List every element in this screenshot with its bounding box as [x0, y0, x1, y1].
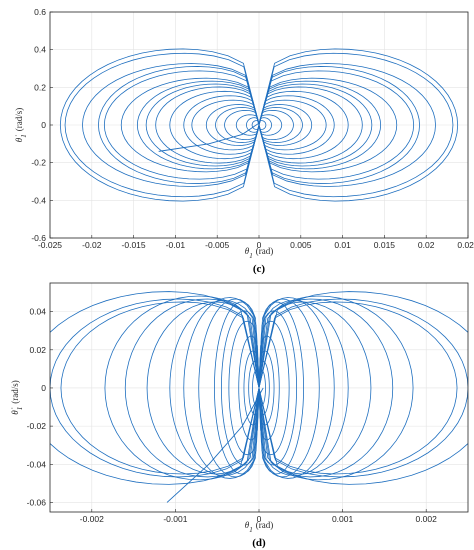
y-ticks-c: -0.6 -0.4 -0.2 0 0.2 0.4 0.6: [31, 7, 53, 243]
x-tick-label: -0.005: [205, 240, 229, 250]
phase-orbit: [243, 350, 275, 426]
phase-orbit: [155, 86, 363, 164]
x-tick-label: -0.02: [82, 240, 102, 250]
phase-orbit: [191, 99, 327, 151]
y-tick-label: 0.2: [34, 82, 46, 92]
y-tick-label: -0.06: [27, 497, 47, 507]
x-tick-label: -0.001: [163, 514, 187, 524]
phase-orbit: [183, 95, 335, 155]
x-tick-label: 0.025: [457, 240, 474, 250]
y-tick-label: -0.02: [27, 421, 47, 431]
chart-panel-c: -0.025 -0.02 -0.015 -0.01 -0.005 0 0.005 0.01 0.…: [14, 7, 474, 275]
x-tick-label: 0.02: [418, 240, 435, 250]
x-tick-label: 0.002: [416, 514, 438, 524]
phase-orbit: [82, 63, 436, 187]
chart-panel-d: -0.002 -0.001 0 0.001 0.002 -0.06 -0.04 -0.02 0…: [10, 282, 469, 549]
x-ticks-d: -0.002 -0.001 0 0.001 0.002: [80, 509, 437, 524]
phase-orbit: [169, 90, 349, 160]
phase-orbit: [50, 291, 468, 485]
x-tick-label: 0.015: [374, 240, 396, 250]
panel-label-c: (c): [253, 263, 266, 275]
phase-orbit: [238, 335, 280, 441]
y-tick-label: 0.6: [34, 7, 46, 17]
y-tick-label: 0: [41, 120, 46, 130]
x-tick-label: 0.005: [290, 240, 312, 250]
y-tick-label: -0.4: [31, 195, 46, 205]
x-axis-label-c: θ1 (rad): [245, 246, 273, 260]
phase-orbit: [98, 66, 420, 184]
x-tick-label: -0.01: [166, 240, 186, 250]
x-ticks-c: -0.025 -0.02 -0.015 -0.01 -0.005 0 0.005 0.01 0.…: [38, 235, 474, 250]
phase-orbit: [59, 48, 459, 202]
phase-orbit: [103, 70, 415, 180]
phase-orbit: [228, 320, 290, 456]
x-tick-label: 0: [257, 240, 262, 250]
phase-orbit: [120, 77, 398, 173]
panel-label-d: (d): [252, 537, 266, 549]
transient-trajectory: [166, 387, 264, 503]
phase-orbit: [215, 107, 303, 143]
x-tick-label: 0.001: [332, 514, 354, 524]
y-tick-label: 0.02: [29, 345, 46, 355]
phase-orbit: [205, 104, 313, 146]
x-tick-label: 0.01: [334, 240, 351, 250]
y-tick-label: 0.04: [29, 307, 46, 317]
y-tick-label: 0.4: [34, 45, 46, 55]
phase-orbit: [252, 369, 266, 407]
x-tick-label: -0.015: [122, 240, 146, 250]
y-axis-label-d: θ̇1(rad/s): [10, 380, 24, 414]
phase-orbit: [198, 298, 320, 478]
y-tick-label: -0.2: [31, 158, 46, 168]
x-tick-label: -0.002: [80, 514, 104, 524]
phase-orbit: [145, 83, 373, 167]
phase-orbit: [60, 301, 458, 475]
phase-orbit: [136, 80, 382, 170]
x-tick-label: 0: [257, 514, 262, 524]
phase-orbit: [64, 52, 454, 198]
x-axis-label-d: θ1 (rad): [245, 520, 273, 534]
phase-orbit: [146, 301, 372, 475]
y-ticks-d: -0.06 -0.04 -0.02 0 0.02 0.04: [27, 307, 53, 507]
phase-orbit: [183, 297, 335, 479]
y-tick-label: 0: [41, 383, 46, 393]
phase-orbit: [246, 117, 272, 133]
x-tick-label: -0.025: [38, 240, 62, 250]
phase-orbit: [50, 298, 468, 478]
series-c: [59, 48, 459, 202]
phase-orbit: [213, 301, 304, 475]
phase-orbit: [169, 300, 349, 476]
y-tick-label: -0.6: [31, 233, 46, 243]
y-tick-label: -0.04: [27, 459, 47, 469]
phase-orbit: [235, 114, 283, 136]
phase-orbit: [248, 360, 270, 416]
phase-orbit: [251, 120, 267, 130]
series-d: [50, 291, 468, 503]
phase-orbit: [220, 310, 298, 466]
y-axis-label-c: θ̇1(rad/s): [14, 108, 28, 142]
transient-trajectory: [158, 122, 260, 152]
phase-orbit: [224, 109, 294, 141]
phase-orbit: [104, 295, 414, 481]
phase-orbit: [124, 298, 394, 478]
